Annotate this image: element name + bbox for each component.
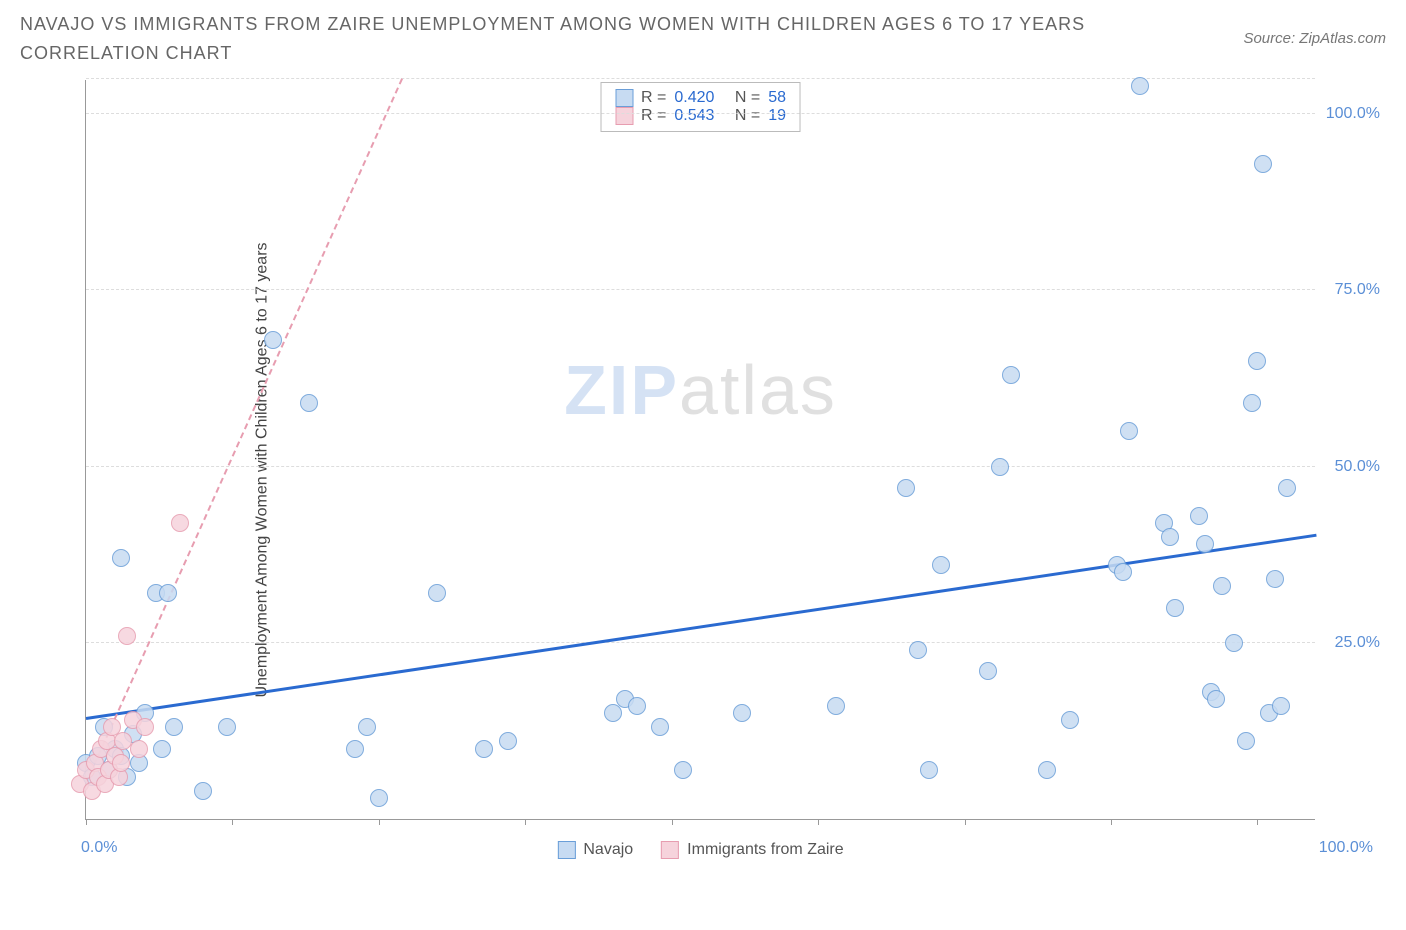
data-point <box>1120 422 1138 440</box>
data-point <box>1254 155 1272 173</box>
r-value: 0.543 <box>674 107 714 125</box>
plot-area: ZIPatlas R = 0.420 N = 58 R = 0.543 N = … <box>85 80 1315 820</box>
scatter-plot: Unemployment Among Women with Children A… <box>40 80 1380 860</box>
data-point <box>1190 507 1208 525</box>
r-label: R = <box>641 89 666 107</box>
n-label: N = <box>735 107 760 125</box>
n-value: 19 <box>768 107 786 125</box>
x-tick-label: 0.0% <box>81 839 117 857</box>
data-point <box>1243 394 1261 412</box>
swatch-icon <box>661 841 679 859</box>
x-tick <box>818 819 819 825</box>
gridline <box>86 113 1315 114</box>
y-tick-label: 50.0% <box>1335 458 1380 476</box>
data-point <box>112 549 130 567</box>
data-point <box>130 740 148 758</box>
data-point <box>1266 570 1284 588</box>
data-point <box>991 458 1009 476</box>
data-point <box>628 697 646 715</box>
data-point <box>1237 732 1255 750</box>
data-point <box>136 718 154 736</box>
data-point <box>1061 711 1079 729</box>
data-point <box>165 718 183 736</box>
stats-row-1: R = 0.543 N = 19 <box>615 107 786 125</box>
gridline <box>86 642 1315 643</box>
data-point <box>264 331 282 349</box>
data-point <box>979 662 997 680</box>
watermark: ZIPatlas <box>564 350 837 430</box>
data-point <box>1207 690 1225 708</box>
r-label: R = <box>641 107 666 125</box>
x-tick <box>525 819 526 825</box>
x-tick <box>1111 819 1112 825</box>
data-point <box>159 584 177 602</box>
data-point <box>1166 599 1184 617</box>
data-point <box>1225 634 1243 652</box>
swatch-icon <box>615 107 633 125</box>
data-point <box>1278 479 1296 497</box>
data-point <box>651 718 669 736</box>
legend-item-navajo: Navajo <box>557 841 633 859</box>
y-tick-label: 25.0% <box>1335 634 1380 652</box>
data-point <box>118 627 136 645</box>
data-point <box>1196 535 1214 553</box>
y-tick-label: 100.0% <box>1326 105 1380 123</box>
watermark-zip: ZIP <box>564 351 679 429</box>
data-point <box>733 704 751 722</box>
stats-box: R = 0.420 N = 58 R = 0.543 N = 19 <box>600 82 801 132</box>
data-point <box>827 697 845 715</box>
stats-row-0: R = 0.420 N = 58 <box>615 89 786 107</box>
trend-line <box>86 534 1316 720</box>
gridline <box>86 78 1315 79</box>
data-point <box>475 740 493 758</box>
x-tick <box>672 819 673 825</box>
swatch-icon <box>557 841 575 859</box>
data-point <box>920 761 938 779</box>
x-tick <box>1257 819 1258 825</box>
legend-label: Navajo <box>583 841 633 859</box>
data-point <box>1131 77 1149 95</box>
data-point <box>499 732 517 750</box>
data-point <box>153 740 171 758</box>
gridline <box>86 289 1315 290</box>
data-point <box>428 584 446 602</box>
data-point <box>932 556 950 574</box>
chart-title: NAVAJO VS IMMIGRANTS FROM ZAIRE UNEMPLOY… <box>20 10 1120 68</box>
x-tick <box>232 819 233 825</box>
x-tick <box>86 819 87 825</box>
data-point <box>674 761 692 779</box>
legend: Navajo Immigrants from Zaire <box>557 841 843 859</box>
data-point <box>300 394 318 412</box>
x-tick <box>379 819 380 825</box>
data-point <box>897 479 915 497</box>
data-point <box>346 740 364 758</box>
data-point <box>358 718 376 736</box>
source-attribution: Source: ZipAtlas.com <box>1243 10 1386 47</box>
x-tick-label: 100.0% <box>1319 839 1373 857</box>
data-point <box>194 782 212 800</box>
data-point <box>370 789 388 807</box>
data-point <box>218 718 236 736</box>
data-point <box>1002 366 1020 384</box>
x-tick <box>965 819 966 825</box>
gridline <box>86 466 1315 467</box>
n-value: 58 <box>768 89 786 107</box>
swatch-icon <box>615 89 633 107</box>
data-point <box>1248 352 1266 370</box>
data-point <box>1272 697 1290 715</box>
data-point <box>112 754 130 772</box>
data-point <box>909 641 927 659</box>
n-label: N = <box>735 89 760 107</box>
data-point <box>1213 577 1231 595</box>
data-point <box>171 514 189 532</box>
watermark-atlas: atlas <box>679 351 837 429</box>
r-value: 0.420 <box>674 89 714 107</box>
legend-item-zaire: Immigrants from Zaire <box>661 841 843 859</box>
y-tick-label: 75.0% <box>1335 281 1380 299</box>
data-point <box>1161 528 1179 546</box>
legend-label: Immigrants from Zaire <box>687 841 843 859</box>
data-point <box>1114 563 1132 581</box>
data-point <box>1038 761 1056 779</box>
